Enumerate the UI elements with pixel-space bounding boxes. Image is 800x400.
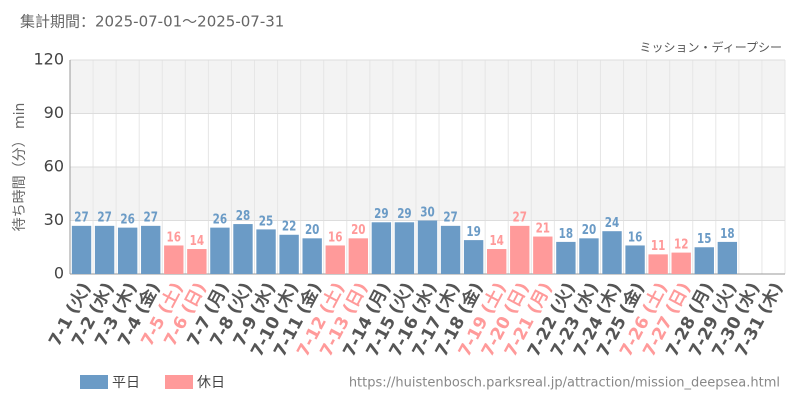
data-label: 27 — [443, 210, 457, 225]
data-label: 27 — [143, 210, 157, 225]
data-label: 28 — [236, 208, 250, 223]
bar — [94, 225, 115, 274]
data-label: 20 — [351, 222, 365, 237]
data-label: 19 — [466, 224, 480, 239]
y-axis-label: 待ち時間（分） min — [12, 103, 28, 232]
bar — [533, 236, 553, 274]
data-label: 24 — [605, 215, 619, 230]
bar — [648, 254, 668, 274]
data-label: 30 — [420, 204, 434, 219]
bar — [325, 245, 345, 274]
y-tick-label: 30 — [44, 210, 64, 229]
bar — [302, 238, 322, 274]
data-label: 27 — [513, 210, 527, 225]
bar — [602, 231, 622, 274]
data-label: 29 — [397, 206, 411, 221]
legend-label: 休日 — [197, 375, 225, 391]
y-tick-label: 120 — [33, 50, 64, 69]
data-label: 27 — [74, 210, 88, 225]
chart-subtitle: ミッション・ディープシー — [640, 40, 782, 55]
bar — [141, 225, 161, 274]
bar — [487, 249, 507, 274]
legend-label: 平日 — [112, 375, 140, 391]
y-tick-label: 60 — [44, 157, 64, 176]
bar — [463, 240, 484, 274]
data-label: 25 — [259, 213, 273, 228]
data-label: 15 — [697, 231, 711, 246]
bar — [510, 225, 530, 274]
data-label: 27 — [97, 210, 111, 225]
bar — [694, 247, 714, 274]
data-label: 29 — [374, 206, 388, 221]
data-label: 11 — [651, 238, 665, 253]
grid-band — [70, 60, 785, 114]
chart-title: 集計期間：2025-07-01～2025-07-31 — [20, 13, 284, 31]
y-tick-label: 0 — [54, 264, 64, 283]
bar — [71, 225, 92, 274]
data-label: 16 — [328, 229, 342, 244]
bar — [256, 229, 276, 274]
legend-swatch — [165, 375, 193, 389]
data-label: 12 — [674, 236, 688, 251]
data-label: 26 — [120, 211, 134, 226]
data-label: 14 — [489, 233, 503, 248]
bar — [671, 252, 691, 274]
source-url: https://huistenbosch.parksreal.jp/attrac… — [349, 376, 780, 391]
bar — [440, 225, 461, 274]
data-label: 20 — [582, 222, 596, 237]
bar — [233, 224, 253, 274]
data-label: 14 — [190, 233, 204, 248]
data-label: 21 — [536, 220, 550, 235]
data-label: 22 — [282, 218, 296, 233]
bar — [117, 227, 138, 274]
bar — [556, 241, 576, 274]
bar — [187, 249, 207, 274]
data-label: 16 — [167, 229, 181, 244]
bar — [417, 220, 438, 274]
bar — [625, 245, 645, 274]
legend-swatch — [80, 375, 108, 389]
bar — [210, 227, 230, 274]
bar — [394, 222, 415, 274]
data-label: 18 — [720, 226, 734, 241]
bar — [348, 238, 368, 274]
y-tick-label: 90 — [44, 103, 64, 122]
bar — [717, 241, 738, 274]
bar — [371, 222, 392, 274]
bar — [164, 245, 184, 274]
grid-band — [70, 167, 785, 221]
bar — [579, 238, 599, 274]
data-label: 18 — [559, 226, 573, 241]
data-label: 20 — [305, 222, 319, 237]
bar — [279, 234, 299, 274]
data-label: 16 — [628, 229, 642, 244]
data-label: 26 — [213, 211, 227, 226]
